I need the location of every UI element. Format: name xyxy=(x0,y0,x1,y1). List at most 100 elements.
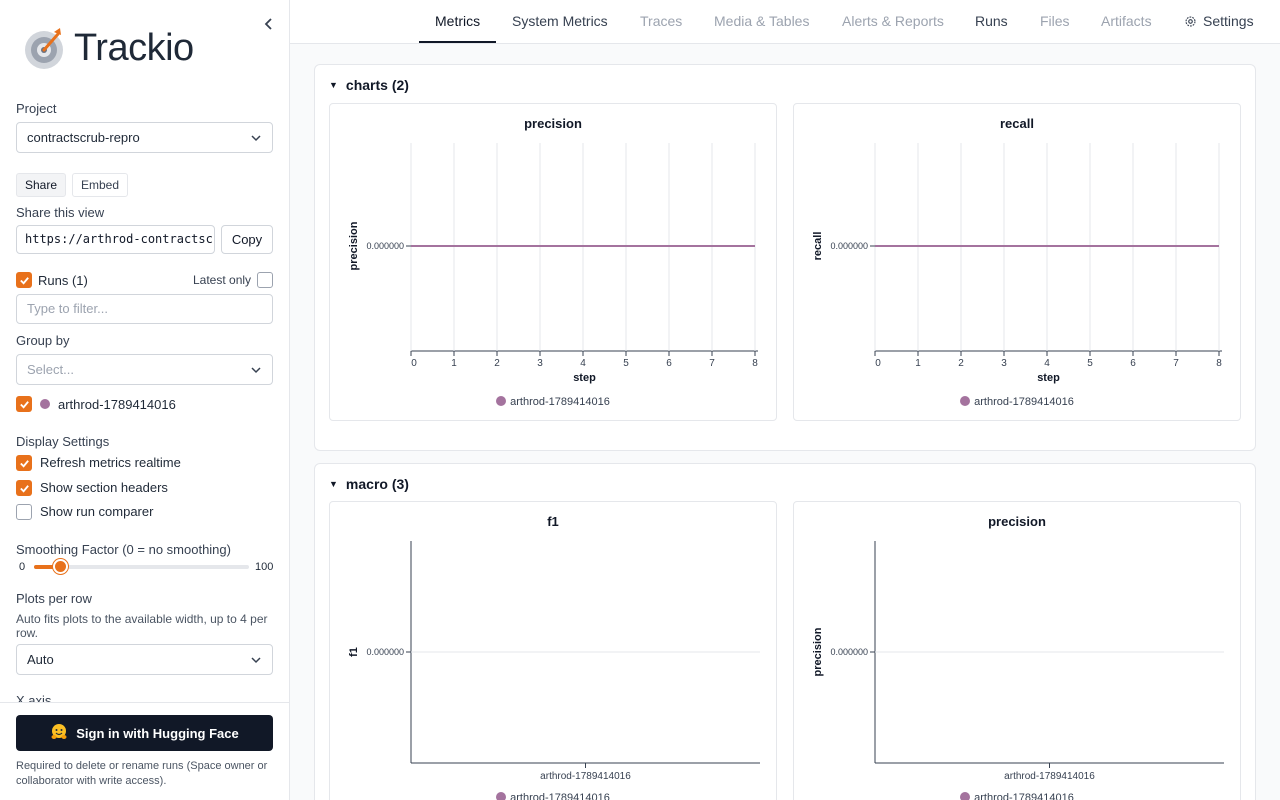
hugging-face-icon xyxy=(50,723,68,744)
latest-only-checkbox[interactable] xyxy=(257,272,273,288)
plot-legend: arthrod-1789414016 xyxy=(794,396,1240,408)
smoothing-slider-fill xyxy=(34,565,60,569)
signin-note: Required to delete or rename runs (Space… xyxy=(16,760,268,787)
smoothing-min: 0 xyxy=(19,561,26,573)
legend-label: arthrod-1789414016 xyxy=(974,792,1074,800)
tab-media-tables[interactable]: Media & Tables xyxy=(714,13,810,29)
plot-svg[interactable]: 0 1 2 3 4 5 6 7 8 0.000000 recall step xyxy=(794,104,1242,422)
plot-title: recall xyxy=(1000,116,1034,131)
chevron-down-icon xyxy=(251,656,261,663)
tab-traces[interactable]: Traces xyxy=(640,13,683,29)
x-tick-label: 7 xyxy=(1173,358,1179,369)
project-select[interactable]: contractscrub-repro xyxy=(16,122,273,153)
smoothing-label: Smoothing Factor (0 = no smoothing) xyxy=(16,542,231,557)
y-tick-label: 0.000000 xyxy=(830,241,868,251)
smoothing-slider-thumb[interactable] xyxy=(52,559,68,574)
collapse-triangle-icon: ▼ xyxy=(329,479,338,489)
x-tick-label: 5 xyxy=(623,358,629,369)
legend-label: arthrod-1789414016 xyxy=(510,396,610,408)
app-name: Trackio xyxy=(74,26,194,69)
tab-settings-label: Settings xyxy=(1203,13,1254,29)
plot-legend: arthrod-1789414016 xyxy=(330,792,776,800)
share-url-field[interactable]: https://arthrod-contractscrub xyxy=(16,225,215,254)
section-macro: ▼ macro (3) f1 0.000000 f1 arthrod-17894140… xyxy=(314,463,1256,800)
tab-runs[interactable]: Runs xyxy=(975,13,1008,29)
group-by-placeholder: Select... xyxy=(27,362,74,377)
tab-files[interactable]: Files xyxy=(1040,13,1070,29)
plot-svg[interactable]: 0 1 2 3 4 5 6 7 8 0.000000 precision step xyxy=(330,104,778,422)
x-tick-label: 0 xyxy=(875,358,881,369)
tab-system-metrics[interactable]: System Metrics xyxy=(512,13,608,29)
y-axis-title: precision xyxy=(812,627,824,676)
section-header[interactable]: ▼ charts (2) xyxy=(329,77,409,93)
show-run-comparer-label: Show run comparer xyxy=(40,504,154,519)
tab-settings[interactable]: Settings xyxy=(1184,0,1254,43)
runs-label: Runs (1) xyxy=(38,273,88,288)
section-charts: ▼ charts (2) precision 0 1 2 3 4 5 6 7 8 0.000000 p… xyxy=(314,64,1256,451)
y-axis-title: precision xyxy=(348,221,360,270)
section-header[interactable]: ▼ macro (3) xyxy=(329,476,409,492)
signin-label: Sign in with Hugging Face xyxy=(76,725,239,741)
y-axis-title: f1 xyxy=(348,647,360,657)
chevron-down-icon xyxy=(251,366,261,373)
top-nav: Metrics System Metrics Traces Media & Ta… xyxy=(290,0,1280,44)
tab-alerts-reports[interactable]: Alerts & Reports xyxy=(842,13,944,29)
run-name[interactable]: arthrod-1789414016 xyxy=(58,397,176,412)
main-content: ▼ charts (2) precision 0 1 2 3 4 5 6 7 8 0.000000 p… xyxy=(290,44,1280,800)
legend-dot xyxy=(960,792,971,800)
section-title: macro (3) xyxy=(345,476,409,492)
x-tick-label: 4 xyxy=(580,358,586,369)
collapse-triangle-icon: ▼ xyxy=(329,80,338,90)
run-checkbox[interactable] xyxy=(16,396,32,412)
x-tick-label: 2 xyxy=(958,358,964,369)
run-filter-input[interactable]: Type to filter... xyxy=(16,294,273,324)
plot-legend: arthrod-1789414016 xyxy=(794,792,1240,800)
display-settings-label: Display Settings xyxy=(16,434,110,449)
plots-per-row-value: Auto xyxy=(27,652,54,667)
group-by-label: Group by xyxy=(16,333,70,348)
x-tick-label: 6 xyxy=(1130,358,1136,369)
plots-per-row-select[interactable]: Auto xyxy=(16,644,273,675)
tab-artifacts[interactable]: Artifacts xyxy=(1101,13,1152,29)
project-label: Project xyxy=(16,101,57,116)
collapse-sidebar-icon[interactable] xyxy=(261,14,277,34)
plot-legend: arthrod-1789414016 xyxy=(330,396,776,408)
y-tick-label: 0.000000 xyxy=(366,647,404,657)
refresh-realtime-label: Refresh metrics realtime xyxy=(40,455,181,470)
y-tick-label: 0.000000 xyxy=(366,241,404,251)
signin-button[interactable]: Sign in with Hugging Face xyxy=(16,715,273,751)
show-run-comparer-checkbox[interactable] xyxy=(16,504,32,520)
runs-select-all-checkbox[interactable] xyxy=(16,272,32,288)
copy-button[interactable]: Copy xyxy=(221,225,273,254)
chevron-down-icon xyxy=(251,134,261,141)
plot-card: precision 0.000000 precision arthrod-17894… xyxy=(793,501,1241,800)
plot-card: precision 0 1 2 3 4 5 6 7 8 0.000000 precision step… xyxy=(329,103,777,421)
x-axis-title: step xyxy=(573,372,596,384)
legend-dot xyxy=(960,396,971,406)
x-tick-label: 7 xyxy=(709,358,715,369)
plot-title: precision xyxy=(524,116,582,131)
tab-metrics[interactable]: Metrics xyxy=(419,0,497,43)
group-by-select[interactable]: Select... xyxy=(16,354,273,385)
section-title: charts (2) xyxy=(345,77,409,93)
x-tick-label: 6 xyxy=(666,358,672,369)
refresh-realtime-checkbox[interactable] xyxy=(16,455,32,471)
x-tick-label: 5 xyxy=(1087,358,1093,369)
plot-card: recall 0 1 2 3 4 5 6 7 8 0.000000 recall step arthr… xyxy=(793,103,1241,421)
x-tick-label: 3 xyxy=(537,358,543,369)
plot-svg[interactable]: 0.000000 f1 arthrod-1789414016 xyxy=(330,502,778,800)
x-tick-label: 3 xyxy=(1001,358,1007,369)
x-tick-label: 0 xyxy=(411,358,417,369)
x-axis-title: step xyxy=(1037,372,1060,384)
embed-tab[interactable]: Embed xyxy=(72,173,129,197)
trackio-logo-icon xyxy=(24,26,66,70)
latest-only-label: Latest only xyxy=(193,273,252,287)
smoothing-slider-track[interactable] xyxy=(34,565,249,569)
legend-label: arthrod-1789414016 xyxy=(510,792,610,800)
plot-svg[interactable]: 0.000000 precision arthrod-1789414016 xyxy=(794,502,1242,800)
show-section-headers-checkbox[interactable] xyxy=(16,480,32,496)
share-view-label: Share this view xyxy=(16,205,105,220)
legend-dot xyxy=(496,396,507,406)
x-tick-label: 2 xyxy=(494,358,500,369)
share-tab[interactable]: Share xyxy=(16,173,67,197)
